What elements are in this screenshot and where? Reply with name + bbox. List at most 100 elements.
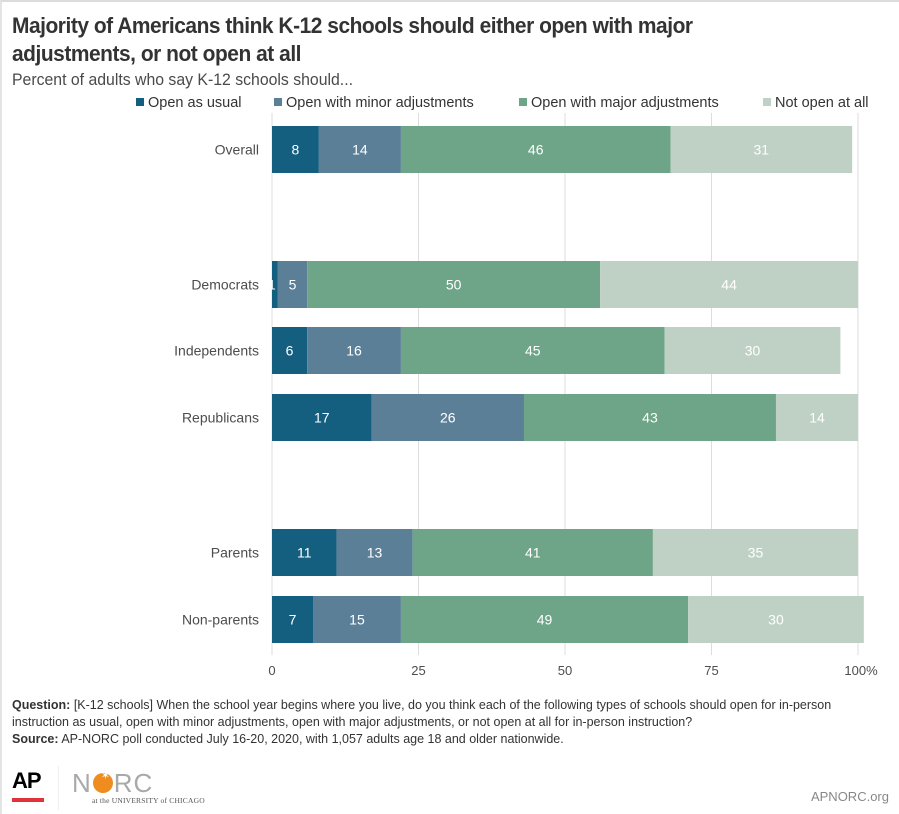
category-labels: Overall Democrats Independents Republicans P… [174, 142, 259, 628]
bar-segment [400, 327, 665, 374]
data-label: 49 [537, 612, 553, 628]
bars: 8 14 46 31 1 5 50 44 6 16 45 30 17 26 43 14 11 13 41 35 7 15 4… [268, 126, 864, 643]
legend-swatch [519, 98, 527, 106]
footer: AP N RC at the UNIVERSITY of CHICAGO APNO… [0, 760, 899, 814]
data-label: 8 [292, 142, 300, 158]
bar-segment [600, 261, 858, 308]
legend-label: Open as usual [148, 95, 242, 111]
data-label: 7 [289, 612, 297, 628]
category-label: Democrats [191, 277, 259, 293]
stacked-bar-chart: 8 14 46 31 1 5 50 44 6 16 45 30 17 26 43 14 11 13 41 35 7 15 4… [174, 113, 878, 678]
data-label: 44 [721, 277, 737, 293]
x-tick-label: 100% [844, 663, 878, 678]
bar-segment [313, 596, 401, 643]
legend-label: Open with minor adjustments [286, 95, 474, 111]
bar-row: 6 16 45 30 [272, 327, 841, 374]
legend: Open as usual Open with minor adjustment… [0, 94, 899, 112]
question-note: Question: [K-12 schools] When the school… [12, 697, 882, 731]
bar-segment [272, 596, 314, 643]
data-label: 41 [525, 545, 541, 561]
data-label: 14 [809, 410, 825, 426]
bar-segment [272, 327, 308, 374]
apnorc-site-link[interactable]: APNORC.org [810, 789, 889, 804]
data-label: 11 [297, 545, 312, 561]
x-tick-label: 50 [558, 663, 572, 678]
bar-segment [523, 394, 776, 441]
question-text: [K-12 schools] When the school year begi… [12, 698, 832, 729]
bar-row: 7 15 49 30 [272, 596, 864, 643]
data-label: 1 [268, 277, 276, 293]
footnote: Question: [K-12 schools] When the school… [12, 697, 882, 748]
x-axis-ticks: 0 25 50 75 100% [268, 663, 878, 678]
legend-swatch [763, 98, 771, 106]
category-label: Non-parents [182, 612, 259, 628]
x-tick-label: 0 [268, 663, 275, 678]
norc-logo-subtitle: at the UNIVERSITY of CHICAGO [92, 796, 205, 805]
bar-segment [336, 529, 413, 576]
source-note: Source: AP-NORC poll conducted July 16-2… [12, 731, 882, 748]
chart-subtitle: Percent of adults who say K-12 schools s… [12, 70, 353, 89]
source-label: Source: [12, 732, 59, 746]
category-label: Republicans [182, 410, 259, 426]
bar-segment [277, 261, 308, 308]
data-label: 15 [349, 612, 365, 628]
x-tick-label: 25 [411, 663, 425, 678]
legend-item-open-as-usual: Open as usual [136, 94, 242, 112]
legend-item-minor-adjustments: Open with minor adjustments [274, 94, 474, 112]
data-label: 30 [768, 612, 784, 628]
bar-segment [400, 596, 689, 643]
bar-row: 11 13 41 35 [272, 529, 858, 576]
bar-segment [307, 327, 401, 374]
data-label: 30 [745, 343, 761, 359]
x-tick-label: 75 [704, 663, 718, 678]
bar-segment [318, 126, 401, 173]
norc-logo-text-left: N [72, 768, 92, 798]
bar-segment [307, 261, 601, 308]
bar-row: 1 5 50 44 [268, 261, 858, 308]
category-label: Parents [211, 545, 259, 561]
legend-item-not-open: Not open at all [763, 94, 869, 112]
data-label: 35 [748, 545, 764, 561]
bar-segment [775, 394, 858, 441]
data-label: 16 [346, 343, 362, 359]
category-label: Overall [215, 142, 259, 158]
bar-segment [412, 529, 653, 576]
norc-sun-icon [92, 769, 113, 793]
question-label: Question: [12, 698, 71, 712]
legend-item-major-adjustments: Open with major adjustments [519, 94, 719, 112]
bar-row: 17 26 43 14 [272, 394, 858, 441]
bar-segment [272, 529, 337, 576]
data-label: 43 [642, 410, 658, 426]
source-text: AP-NORC poll conducted July 16-20, 2020,… [58, 732, 564, 746]
data-label: 6 [286, 343, 294, 359]
data-label: 50 [446, 277, 462, 293]
bar-segment [272, 394, 372, 441]
data-label: 5 [289, 277, 297, 293]
chart-title: Majority of Americans think K-12 schools… [12, 13, 693, 66]
ap-logo: AP [12, 768, 42, 793]
bar-segment [272, 261, 278, 308]
data-label: 46 [528, 142, 544, 158]
bar-segment [664, 327, 841, 374]
bar-segment [688, 596, 864, 643]
bar-segment [670, 126, 853, 173]
data-label: 45 [525, 343, 541, 359]
legend-label: Open with major adjustments [531, 95, 719, 111]
ap-logo-underline [12, 798, 44, 802]
legend-swatch [136, 98, 144, 106]
bar-segment [652, 529, 858, 576]
data-label: 26 [440, 410, 456, 426]
norc-logo-text-right: RC [113, 768, 154, 798]
data-label: 14 [352, 142, 368, 158]
data-label: 17 [314, 410, 330, 426]
legend-swatch [274, 98, 282, 106]
legend-label: Not open at all [775, 95, 869, 111]
data-label: 13 [367, 545, 383, 561]
norc-logo: N RC [72, 768, 153, 799]
bar-segment [400, 126, 671, 173]
bar-row: 8 14 46 31 [272, 126, 853, 173]
bar-segment [371, 394, 524, 441]
data-label: 31 [754, 142, 770, 158]
bar-segment [272, 126, 319, 173]
